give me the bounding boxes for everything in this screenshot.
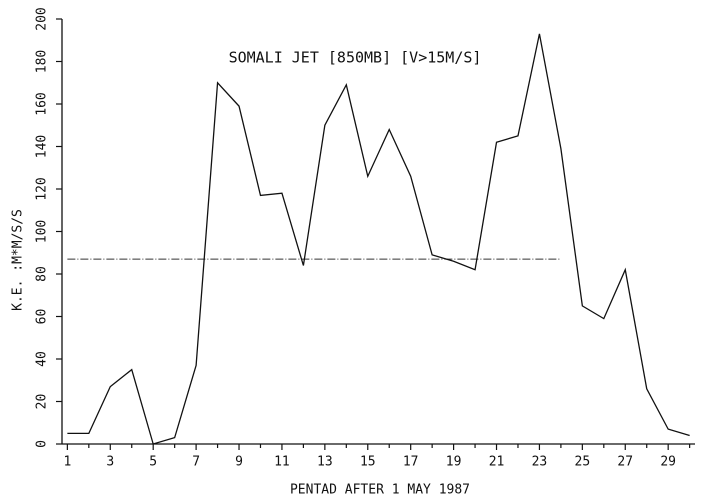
x-tick-label: 27 xyxy=(617,455,633,470)
x-tick-label: 11 xyxy=(274,455,290,470)
y-tick-label: 40 xyxy=(35,351,50,367)
y-tick-label: 60 xyxy=(35,309,50,325)
y-tick-label: 200 xyxy=(35,7,50,30)
x-tick-label: 25 xyxy=(575,455,591,470)
chart-title: SOMALI JET [850MB] [V>15M/S] xyxy=(229,49,482,67)
x-tick-label: 1 xyxy=(63,455,71,470)
x-tick-label: 15 xyxy=(360,455,376,470)
y-axis-label: K.E. :M*M/S/S xyxy=(11,209,26,311)
x-axis-label: PENTAD AFTER 1 MAY 1987 xyxy=(290,483,470,498)
data-line xyxy=(67,33,690,445)
y-tick-label: 0 xyxy=(35,440,50,448)
y-tick-label: 100 xyxy=(35,220,50,243)
y-tick-label: 160 xyxy=(35,92,50,115)
x-tick-label: 13 xyxy=(317,455,333,470)
x-tick-label: 23 xyxy=(532,455,548,470)
y-tick-label: 20 xyxy=(35,394,50,410)
x-tick-label: 17 xyxy=(403,455,419,470)
y-tick-label: 140 xyxy=(35,135,50,158)
y-tick-label: 120 xyxy=(35,177,50,200)
x-tick-label: 7 xyxy=(192,455,200,470)
x-tick-label: 5 xyxy=(149,455,157,470)
y-tick-label: 80 xyxy=(35,266,50,282)
x-tick-label: 21 xyxy=(489,455,505,470)
x-tick-label: 29 xyxy=(660,455,676,470)
x-tick-label: 3 xyxy=(106,455,114,470)
y-tick-label: 180 xyxy=(35,50,50,73)
x-tick-label: 19 xyxy=(446,455,462,470)
x-tick-label: 9 xyxy=(235,455,243,470)
